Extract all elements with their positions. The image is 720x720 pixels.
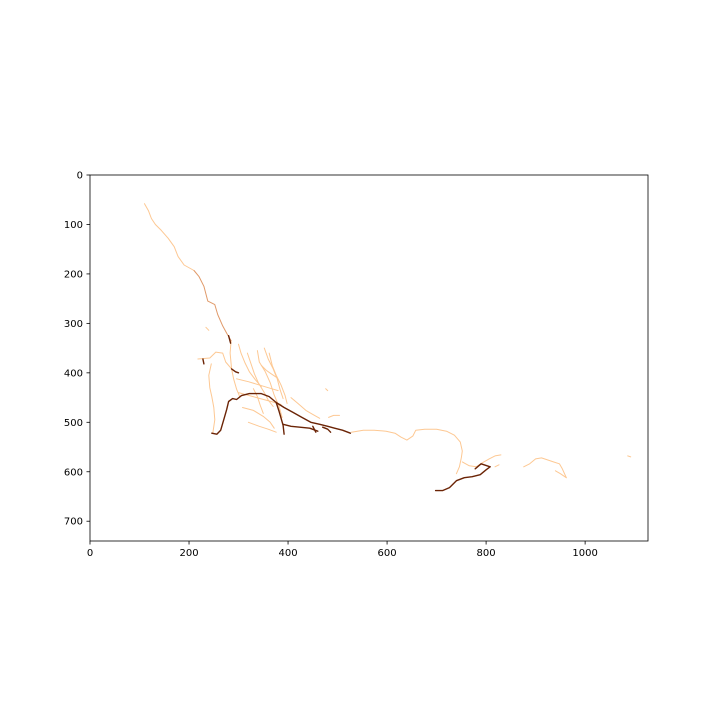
route-line-light-24 bbox=[325, 388, 329, 392]
y-tick-label: 200 bbox=[64, 269, 83, 280]
route-line-light-0 bbox=[144, 203, 195, 271]
route-line-dark-35 bbox=[474, 463, 491, 470]
route-line-light-25 bbox=[205, 326, 210, 331]
route-line-dark-33 bbox=[322, 426, 332, 433]
y-tick-label: 300 bbox=[64, 319, 83, 330]
route-line-light-13 bbox=[247, 421, 277, 433]
y-tick-label: 600 bbox=[64, 467, 83, 478]
x-tick-label: 400 bbox=[279, 548, 298, 559]
y-tick-label: 0 bbox=[77, 171, 83, 182]
route-line-dark-30 bbox=[275, 401, 352, 434]
route-line-light-3 bbox=[197, 351, 233, 370]
route-line-light-19 bbox=[461, 454, 502, 468]
route-line-light-20 bbox=[494, 464, 500, 468]
x-tick-label: 1000 bbox=[572, 548, 597, 559]
y-tick-label: 100 bbox=[64, 220, 83, 231]
route-line-light-7 bbox=[256, 350, 283, 418]
y-tick-label: 700 bbox=[64, 517, 83, 528]
route-line-light-17 bbox=[328, 414, 340, 418]
route-line-light-21 bbox=[523, 457, 567, 479]
route-line-light-14 bbox=[260, 364, 278, 379]
route-line-light-12 bbox=[242, 407, 275, 429]
route-line-light-15 bbox=[252, 388, 264, 414]
route-line-light-22 bbox=[554, 470, 567, 479]
route-line-light-23 bbox=[627, 455, 632, 458]
route-line-dark-26 bbox=[227, 335, 232, 344]
x-tick-label: 200 bbox=[179, 548, 198, 559]
x-tick-label: 800 bbox=[477, 548, 496, 559]
route-line-light-5 bbox=[238, 343, 262, 388]
route-line-dark-36 bbox=[202, 358, 205, 365]
route-line-dark-28 bbox=[211, 392, 277, 435]
route-line-dark-27 bbox=[230, 368, 240, 374]
x-axis: 0 200 400 600 800 1000 bbox=[87, 541, 598, 559]
route-line-light-2 bbox=[229, 340, 240, 397]
route-line-light-6 bbox=[246, 352, 274, 407]
y-tick-label: 500 bbox=[64, 418, 83, 429]
route-line-light-18 bbox=[350, 428, 463, 475]
route-line-light-4 bbox=[208, 363, 216, 434]
route-line-dark-32 bbox=[312, 425, 317, 433]
route-line-dark-31 bbox=[282, 423, 319, 432]
x-tick-label: 600 bbox=[378, 548, 397, 559]
route-line-light-10 bbox=[236, 378, 279, 392]
plot-area bbox=[144, 203, 632, 492]
route-line-light-9 bbox=[268, 352, 288, 404]
route-line-dark-34 bbox=[434, 466, 491, 492]
y-axis: 0 100 200 300 400 500 600 700 bbox=[64, 171, 90, 528]
route-line-medium-1 bbox=[193, 270, 232, 342]
route-line-light-16 bbox=[290, 397, 321, 419]
x-tick-label: 0 bbox=[87, 548, 93, 559]
route-line-dark-29 bbox=[275, 401, 285, 435]
axes-frame bbox=[89, 174, 649, 542]
y-tick-label: 400 bbox=[64, 368, 83, 379]
